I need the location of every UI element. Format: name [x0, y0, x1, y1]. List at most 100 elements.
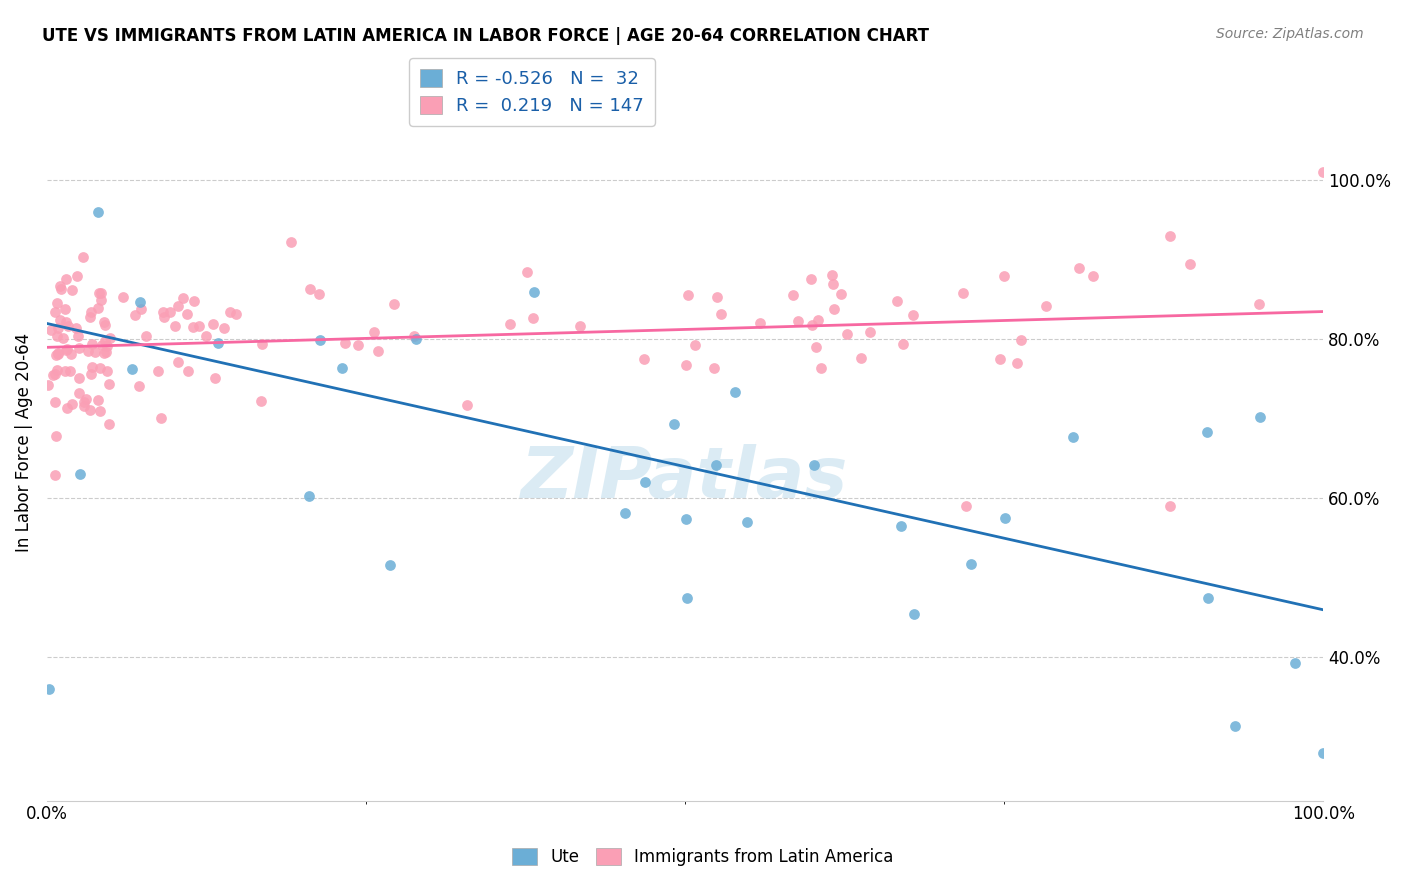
Point	[837, 326, 859, 341]
Y-axis label: In Labor Force | Age 20-64: In Labor Force | Age 20-64	[15, 334, 32, 552]
Point	[44, 368, 66, 382]
Point	[44, 305, 66, 319]
Point	[80, 305, 103, 319]
Point	[330, 361, 353, 376]
Point	[91, 338, 114, 352]
Point	[53, 302, 76, 317]
Point	[94, 334, 117, 348]
Point	[124, 308, 146, 322]
Point	[80, 337, 103, 351]
Point	[153, 310, 176, 324]
Point	[309, 333, 332, 347]
Point	[48, 320, 70, 334]
Point	[782, 287, 804, 301]
Point	[176, 307, 198, 321]
Point	[280, 235, 302, 249]
Point	[901, 308, 924, 322]
Point	[129, 294, 152, 309]
Point	[66, 269, 89, 284]
Point	[704, 458, 727, 473]
Point	[172, 291, 194, 305]
Point	[1005, 356, 1028, 370]
Point	[633, 352, 655, 367]
Point	[86, 393, 108, 408]
Point	[72, 250, 94, 264]
Point	[89, 404, 111, 418]
Point	[499, 317, 522, 331]
Point	[988, 352, 1011, 367]
Point	[49, 278, 72, 293]
Point	[129, 301, 152, 316]
Point	[77, 343, 100, 358]
Point	[676, 591, 699, 606]
Point	[456, 398, 478, 412]
Point	[1159, 500, 1181, 514]
Point	[44, 467, 66, 482]
Point	[69, 467, 91, 482]
Legend: R = -0.526   N =  32, R =  0.219   N = 147: R = -0.526 N = 32, R = 0.219 N = 147	[409, 58, 655, 126]
Point	[46, 346, 69, 360]
Point	[522, 311, 544, 326]
Point	[65, 320, 87, 334]
Point	[195, 329, 218, 343]
Point	[53, 363, 76, 377]
Point	[806, 340, 828, 354]
Point	[724, 385, 747, 400]
Point	[346, 338, 368, 352]
Point	[1035, 299, 1057, 313]
Point	[367, 343, 389, 358]
Point	[49, 282, 72, 296]
Point	[67, 386, 90, 401]
Point	[181, 319, 204, 334]
Point	[308, 287, 330, 301]
Point	[676, 288, 699, 302]
Point	[159, 305, 181, 319]
Point	[183, 294, 205, 309]
Point	[706, 290, 728, 304]
Point	[201, 318, 224, 332]
Point	[1083, 268, 1105, 283]
Point	[55, 315, 77, 329]
Point	[1249, 297, 1271, 311]
Point	[890, 518, 912, 533]
Point	[97, 376, 120, 391]
Point	[993, 268, 1015, 283]
Point	[959, 557, 981, 571]
Point	[46, 296, 69, 310]
Point	[45, 348, 67, 362]
Point	[167, 355, 190, 369]
Point	[1010, 333, 1032, 347]
Point	[49, 313, 72, 327]
Point	[994, 511, 1017, 525]
Point	[1197, 591, 1219, 606]
Point	[703, 360, 725, 375]
Point	[849, 351, 872, 365]
Point	[97, 417, 120, 432]
Text: ZIPatlas: ZIPatlas	[522, 444, 849, 513]
Point	[821, 277, 844, 291]
Legend: Ute, Immigrants from Latin America: Ute, Immigrants from Latin America	[503, 840, 903, 875]
Point	[80, 367, 103, 381]
Point	[859, 325, 882, 339]
Point	[748, 316, 770, 330]
Point	[38, 682, 60, 697]
Point	[93, 315, 115, 329]
Point	[821, 268, 844, 282]
Point	[67, 371, 90, 385]
Point	[830, 287, 852, 301]
Point	[67, 329, 90, 343]
Point	[87, 301, 110, 316]
Point	[73, 400, 96, 414]
Point	[1312, 165, 1334, 179]
Point	[48, 346, 70, 360]
Point	[675, 512, 697, 526]
Point	[955, 500, 977, 514]
Point	[1284, 656, 1306, 670]
Point	[810, 361, 832, 376]
Point	[903, 607, 925, 621]
Point	[121, 361, 143, 376]
Point	[94, 345, 117, 359]
Point	[1249, 409, 1271, 424]
Point	[79, 402, 101, 417]
Point	[93, 346, 115, 360]
